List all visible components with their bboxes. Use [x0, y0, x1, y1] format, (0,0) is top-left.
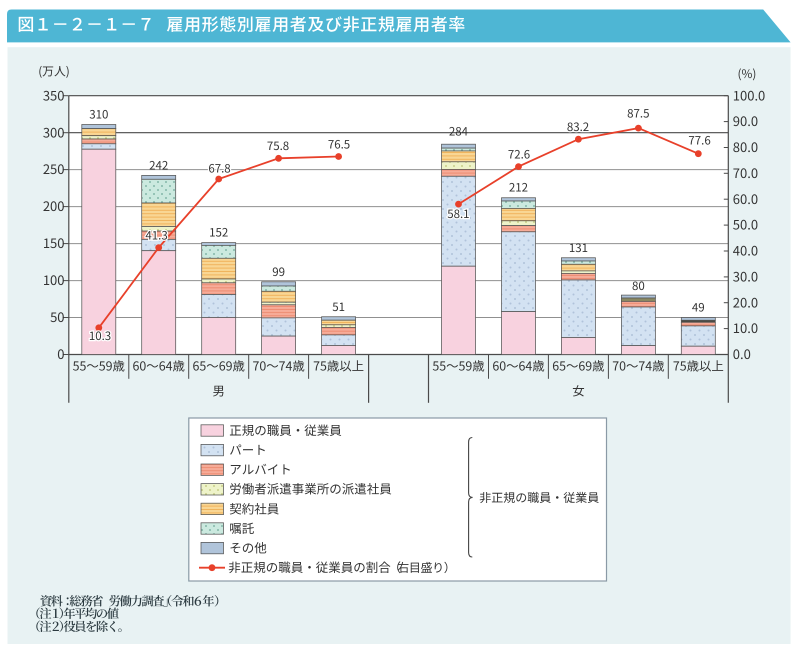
svg-text:非正規の職員・従業員: 非正規の職員・従業員	[479, 489, 599, 506]
svg-text:75.8: 75.8	[267, 138, 289, 154]
svg-text:図１－２－１－７: 図１－２－１－７	[17, 11, 154, 36]
svg-text:58.1: 58.1	[447, 206, 469, 222]
svg-text:60.0: 60.0	[733, 189, 758, 208]
svg-text:10.3: 10.3	[89, 328, 111, 344]
svg-text:80: 80	[632, 278, 645, 294]
svg-text:契約社員: 契約社員	[229, 498, 280, 517]
svg-text:(万人): (万人)	[38, 63, 70, 80]
svg-text:250: 250	[43, 159, 65, 178]
svg-text:212: 212	[509, 179, 528, 195]
svg-text:284: 284	[449, 124, 469, 140]
svg-text:70～74歳: 70～74歳	[252, 356, 304, 374]
svg-text:80.0: 80.0	[733, 137, 758, 156]
svg-text:75歳以上: 75歳以上	[313, 356, 364, 374]
svg-text:150: 150	[43, 233, 65, 252]
svg-text:（注１）年平均の値: （注１）年平均の値	[28, 604, 119, 622]
svg-text:75歳以上: 75歳以上	[673, 356, 724, 374]
svg-text:72.6: 72.6	[508, 146, 530, 162]
svg-text:76.5: 76.5	[328, 137, 350, 153]
svg-text:55～59歳: 55～59歳	[73, 356, 125, 374]
svg-text:嘱託: 嘱託	[229, 518, 255, 537]
svg-text:99: 99	[272, 264, 285, 280]
svg-text:資料：総務省「労働力調査」（令和６年）: 資料：総務省 「労働力調査」（令和６年）	[40, 592, 225, 610]
svg-text:242: 242	[149, 158, 168, 174]
svg-text:女: 女	[572, 381, 584, 399]
svg-text:正規の職員・従業員: 正規の職員・従業員	[229, 420, 342, 439]
svg-text:(%): (%)	[738, 65, 757, 82]
svg-text:男: 男	[213, 381, 225, 399]
svg-text:0: 0	[57, 344, 64, 363]
svg-text:70.0: 70.0	[733, 163, 758, 182]
svg-text:200: 200	[43, 196, 65, 215]
svg-text:60～64歳: 60～64歳	[492, 356, 544, 374]
svg-text:310: 310	[89, 107, 108, 123]
svg-text:10.0: 10.0	[733, 318, 758, 337]
svg-text:30.0: 30.0	[733, 267, 758, 286]
svg-text:300: 300	[43, 122, 65, 141]
svg-text:55～59歳: 55～59歳	[432, 356, 484, 374]
svg-text:20.0: 20.0	[733, 292, 758, 311]
svg-text:労働者派遣事業所の派遣社員: 労働者派遣事業所の派遣社員	[229, 479, 392, 498]
svg-text:65～69歳: 65～69歳	[193, 356, 245, 374]
svg-text:83.2: 83.2	[567, 119, 589, 135]
svg-text:60～64歳: 60～64歳	[133, 356, 185, 374]
svg-text:90.0: 90.0	[733, 111, 758, 130]
svg-text:350: 350	[43, 85, 65, 104]
svg-text:49: 49	[692, 300, 705, 316]
svg-text:その他: その他	[229, 538, 267, 557]
svg-text:67.8: 67.8	[208, 161, 230, 177]
svg-text:100.0: 100.0	[733, 85, 765, 104]
svg-text:非正規の職員・従業員の割合（右目盛り）: 非正規の職員・従業員の割合（右目盛り）	[228, 557, 455, 576]
svg-text:0.0: 0.0	[733, 344, 751, 363]
svg-text:152: 152	[209, 225, 228, 241]
svg-text:131: 131	[569, 240, 588, 256]
svg-text:アルバイト: アルバイト	[229, 459, 292, 478]
svg-text:50.0: 50.0	[733, 215, 758, 234]
svg-text:50: 50	[50, 307, 64, 326]
svg-text:（注２）役員を除く。: （注２）役員を除く。	[28, 617, 128, 635]
svg-text:65～69歳: 65～69歳	[552, 356, 604, 374]
svg-text:70～74歳: 70～74歳	[612, 356, 664, 374]
svg-text:77.6: 77.6	[688, 132, 710, 148]
svg-text:40.0: 40.0	[733, 241, 758, 260]
svg-text:パート: パート	[229, 440, 267, 459]
svg-text:87.5: 87.5	[627, 106, 649, 122]
svg-text:41.3: 41.3	[145, 228, 167, 244]
svg-text:100: 100	[43, 270, 65, 289]
svg-text:51: 51	[332, 299, 345, 315]
svg-text:雇用形態別雇用者及び非正規雇用者率: 雇用形態別雇用者及び非正規雇用者率	[166, 11, 466, 36]
